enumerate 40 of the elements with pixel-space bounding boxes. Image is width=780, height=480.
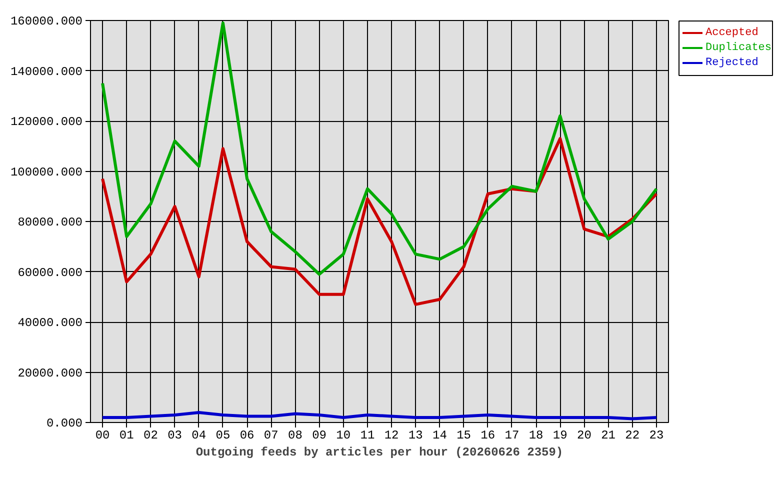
legend-label: Rejected	[706, 57, 758, 69]
x-tick-label: 02	[144, 428, 158, 442]
line-series	[101, 410, 658, 420]
x-tick-label: 07	[264, 428, 278, 442]
legend-label: Duplicates	[706, 42, 772, 54]
y-tick-label: 120000.000	[10, 115, 83, 129]
y-tick-label: 140000.000	[10, 64, 83, 79]
y-tick-label: 40000.000	[18, 316, 82, 330]
y-tick-label: 160000.000	[10, 14, 83, 28]
x-tick-label: 12	[384, 428, 399, 442]
x-tick-label: 04	[192, 428, 206, 442]
x-tick-label: 14	[432, 428, 447, 442]
x-tick-label: 17	[504, 428, 520, 442]
x-axis-title: Outgoing feeds by articles per hour (20260626 2359)	[196, 446, 564, 460]
x-tick-label: 09	[312, 428, 326, 442]
x-tick-label: 20	[577, 428, 592, 442]
x-tick-label: 18	[528, 428, 544, 442]
line-series	[101, 22, 658, 276]
x-tick-label: 23	[649, 428, 664, 442]
legend-label: Accepted	[706, 27, 758, 39]
y-tick-label: 20000.000	[18, 366, 82, 380]
x-tick-label: 19	[552, 428, 568, 442]
x-tick-label: 01	[119, 428, 134, 442]
y-tick-label: 80000.000	[18, 216, 82, 230]
x-tick-label: 05	[216, 428, 230, 442]
x-tick-label: 10	[336, 428, 351, 442]
y-tick-label: 0.000	[46, 416, 83, 430]
x-tick-label: 16	[480, 428, 496, 442]
x-tick-label: 08	[288, 428, 302, 442]
x-tick-label: 11	[360, 428, 375, 442]
y-tick-label: 60000.000	[18, 266, 82, 280]
x-tick-label: 00	[95, 428, 110, 442]
x-tick-label: 21	[601, 428, 616, 442]
x-tick-label: 15	[456, 428, 471, 442]
x-tick-label: 13	[408, 428, 423, 442]
x-tick-label: 06	[240, 428, 254, 442]
x-tick-label: 03	[168, 428, 182, 442]
line-series	[101, 137, 658, 306]
x-tick-label: 22	[625, 428, 640, 442]
y-tick-label: 100000.000	[10, 165, 83, 180]
